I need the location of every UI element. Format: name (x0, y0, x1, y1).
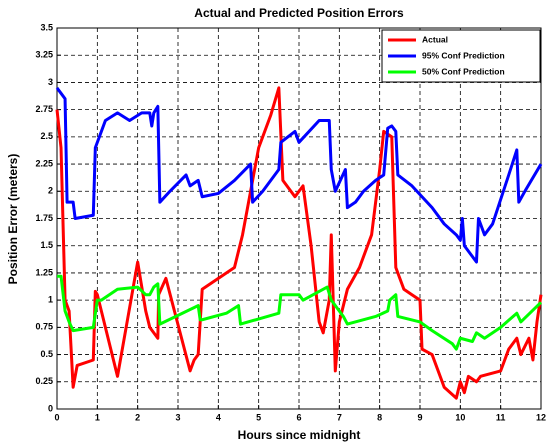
x-tick-label: 0 (54, 412, 59, 422)
x-axis-label: Hours since midnight (238, 428, 361, 442)
y-tick-label: 1.5 (40, 240, 53, 250)
x-tick-label: 9 (417, 412, 422, 422)
x-tick-label: 12 (536, 412, 546, 422)
x-tick-label: 6 (296, 412, 301, 422)
x-tick-label: 3 (175, 412, 180, 422)
legend-label: 50% Conf Prediction (422, 66, 505, 76)
x-tick-label: 1 (95, 412, 100, 422)
y-axis-label: Position Error (meters) (6, 154, 20, 285)
y-tick-label: 1 (48, 295, 53, 305)
series-line (57, 274, 543, 351)
x-tick-label: 10 (455, 412, 465, 422)
legend: Actual 95% Conf Prediction 50% Conf Predic… (381, 29, 541, 83)
y-tick-label: 3 (48, 77, 53, 87)
y-tick-label: 0.5 (40, 349, 53, 359)
y-tick-label: 2 (48, 186, 53, 196)
series-line (55, 86, 543, 264)
x-tick-label: 8 (377, 412, 382, 422)
series-line (55, 86, 543, 400)
chart-title: Actual and Predicted Position Errors (194, 6, 404, 20)
x-tick-label: 7 (337, 412, 342, 422)
plot-frame (56, 27, 542, 410)
x-tick-label: 2 (135, 412, 140, 422)
x-tick-label: 11 (496, 412, 506, 422)
y-tick-label: 2.5 (40, 131, 53, 141)
y-tick-label: 0.75 (35, 322, 53, 332)
y-tick-label: 0.25 (35, 376, 53, 386)
y-tick-label: 1.75 (35, 213, 53, 223)
x-tick-label: 4 (216, 412, 221, 422)
y-tick-label: 2.25 (35, 158, 53, 168)
y-tick-label: 3.25 (35, 50, 53, 60)
y-tick-label: 3.5 (40, 22, 53, 32)
y-tick-label: 2.75 (35, 104, 53, 114)
y-tick-label: 0 (48, 403, 53, 413)
legend-label: Actual (422, 34, 448, 44)
legend-label: 95% Conf Prediction (422, 50, 505, 60)
y-tick-label: 1.25 (35, 267, 53, 277)
x-tick-label: 5 (256, 412, 261, 422)
